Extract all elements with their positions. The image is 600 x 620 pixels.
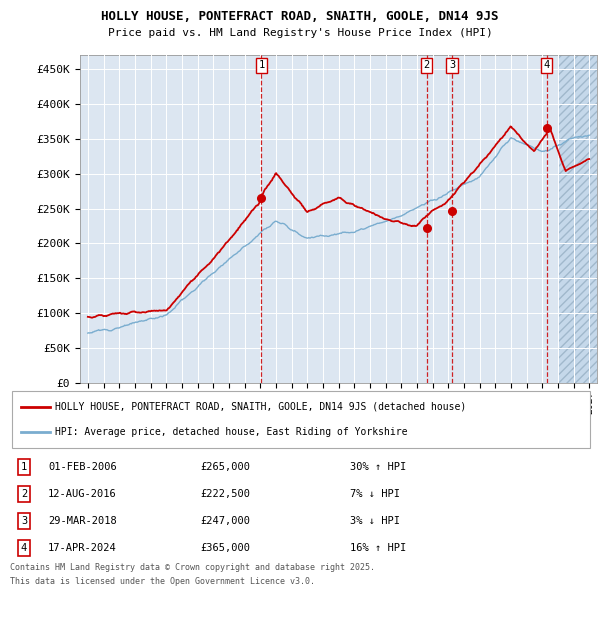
Text: 29-MAR-2018: 29-MAR-2018 bbox=[48, 516, 117, 526]
Text: 30% ↑ HPI: 30% ↑ HPI bbox=[350, 462, 406, 472]
Text: 16% ↑ HPI: 16% ↑ HPI bbox=[350, 543, 406, 553]
Text: 3: 3 bbox=[21, 516, 27, 526]
Text: 2: 2 bbox=[424, 61, 430, 71]
Text: 2: 2 bbox=[21, 489, 27, 499]
Text: HOLLY HOUSE, PONTEFRACT ROAD, SNAITH, GOOLE, DN14 9JS (detached house): HOLLY HOUSE, PONTEFRACT ROAD, SNAITH, GO… bbox=[55, 402, 467, 412]
Text: 12-AUG-2016: 12-AUG-2016 bbox=[48, 489, 117, 499]
Text: 4: 4 bbox=[21, 543, 27, 553]
Text: 1: 1 bbox=[258, 61, 265, 71]
Text: £365,000: £365,000 bbox=[200, 543, 250, 553]
Polygon shape bbox=[558, 55, 597, 383]
Text: 1: 1 bbox=[21, 462, 27, 472]
Text: 17-APR-2024: 17-APR-2024 bbox=[48, 543, 117, 553]
Text: 4: 4 bbox=[544, 61, 550, 71]
FancyBboxPatch shape bbox=[12, 391, 590, 448]
Text: Contains HM Land Registry data © Crown copyright and database right 2025.: Contains HM Land Registry data © Crown c… bbox=[10, 563, 375, 572]
Text: This data is licensed under the Open Government Licence v3.0.: This data is licensed under the Open Gov… bbox=[10, 577, 315, 586]
Text: 7% ↓ HPI: 7% ↓ HPI bbox=[350, 489, 400, 499]
Text: 3% ↓ HPI: 3% ↓ HPI bbox=[350, 516, 400, 526]
Text: HOLLY HOUSE, PONTEFRACT ROAD, SNAITH, GOOLE, DN14 9JS: HOLLY HOUSE, PONTEFRACT ROAD, SNAITH, GO… bbox=[101, 10, 499, 23]
Text: 01-FEB-2006: 01-FEB-2006 bbox=[48, 462, 117, 472]
Text: £265,000: £265,000 bbox=[200, 462, 250, 472]
Text: Price paid vs. HM Land Registry's House Price Index (HPI): Price paid vs. HM Land Registry's House … bbox=[107, 28, 493, 38]
Text: HPI: Average price, detached house, East Riding of Yorkshire: HPI: Average price, detached house, East… bbox=[55, 427, 408, 437]
Text: 3: 3 bbox=[449, 61, 455, 71]
Text: £222,500: £222,500 bbox=[200, 489, 250, 499]
Text: £247,000: £247,000 bbox=[200, 516, 250, 526]
